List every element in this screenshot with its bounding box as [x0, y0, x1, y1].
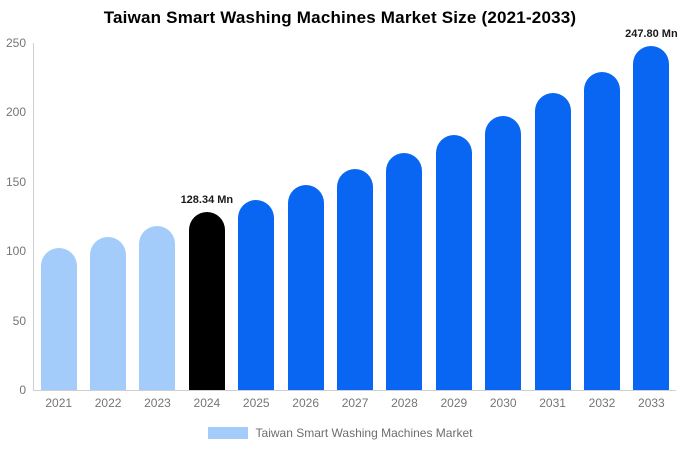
bar-slot: [429, 43, 478, 390]
bar-slot: [528, 43, 577, 390]
bar-2021: [40, 248, 77, 390]
bar-2033: 247.80 Mn: [625, 28, 678, 390]
y-tick-label: 0: [19, 383, 26, 397]
legend-label: Taiwan Smart Washing Machines Market: [255, 426, 473, 440]
y-tick-label: 150: [5, 174, 26, 189]
legend: Taiwan Smart Washing Machines Market: [0, 426, 680, 440]
x-tick-label: 2027: [341, 396, 369, 410]
x-tick-label: 2029: [440, 396, 468, 410]
x-tick-label: 2024: [193, 396, 221, 410]
bar-2024: 128.34 Mn: [181, 194, 233, 390]
x-tick-label: 2022: [94, 396, 122, 410]
bar-2022: [90, 237, 127, 390]
x-axis-line: [33, 390, 676, 391]
bar-slot: [281, 43, 330, 390]
bar-slot: [133, 43, 182, 390]
x-tick-label: 2025: [242, 396, 270, 410]
x-tick-label: 2031: [539, 396, 566, 410]
bar-slot: [380, 43, 429, 390]
y-tick-label: 50: [12, 313, 26, 328]
legend-swatch: [207, 427, 248, 439]
y-axis-line: [33, 43, 34, 390]
chart-title: Taiwan Smart Washing Machines Market Siz…: [103, 8, 577, 27]
bar-2027: [337, 169, 374, 390]
bar-value-label: 128.34 Mn: [180, 194, 234, 206]
bar-slot: [330, 43, 379, 390]
x-tick-label: 2026: [292, 396, 319, 410]
bar-slot: [232, 43, 281, 390]
y-tick-label: 250: [5, 36, 26, 50]
bar-slot: 247.80 Mn: [625, 28, 678, 390]
bar-2031: [534, 93, 571, 390]
bar-2023: [139, 226, 176, 390]
bar-slot: [577, 43, 626, 390]
x-tick-label: 2032: [588, 396, 616, 410]
bar-2032: [583, 72, 620, 390]
bar-2026: [287, 185, 324, 390]
x-tick-label: 2030: [489, 396, 517, 410]
bar-slot: 128.34 Mn: [181, 43, 233, 390]
bar-2025: [238, 200, 275, 390]
bar-2028: [386, 153, 423, 390]
bar-slot: [34, 43, 83, 390]
x-tick-label: 2023: [144, 396, 171, 410]
bar-2030: [485, 116, 522, 390]
x-tick-label: 2028: [391, 396, 418, 410]
x-tick-label: 2021: [45, 396, 73, 410]
x-tick-label: 2033: [638, 396, 665, 410]
bar-2029: [435, 135, 472, 390]
x-axis-tick-labels: 2021 2022 2023 2024 2025 2026 2027 2028 2029 2030…: [34, 396, 676, 410]
bar-value-label: 247.80 Mn: [625, 28, 678, 40]
bar-slot: [83, 43, 132, 390]
bar-slot: [479, 43, 528, 390]
y-tick-label: 200: [5, 105, 26, 120]
bar-series: 128.34 Mn 247.80 Mn: [34, 28, 678, 390]
y-tick-label: 100: [5, 244, 26, 259]
